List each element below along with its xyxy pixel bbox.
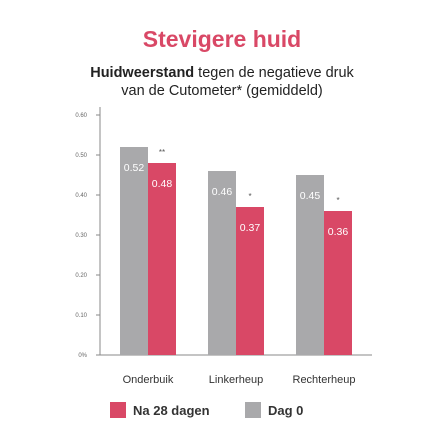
data-label: 0.37 (240, 222, 261, 234)
y-tick-label: 0.50 (75, 153, 87, 159)
subtitle-rest: tegen de negatieve druk (194, 65, 354, 81)
y-tick-label: 0.40 (75, 193, 87, 199)
subtitle-line-1: Huidweerstand tegen de negatieve druk (90, 65, 354, 81)
y-tick-label: 0% (78, 353, 87, 359)
subtitle-line-2: van de Cutometer* (gemiddeld) (121, 83, 323, 99)
x-tick-label: Rechterheup (293, 374, 356, 386)
bar-na-28-dagen (148, 163, 176, 355)
significance-marker: * (336, 196, 339, 205)
chart-subtitle: Huidweerstand tegen de negatieve druk va… (0, 64, 444, 100)
legend-label-dag-0: Dag 0 (268, 402, 304, 418)
chart-title: Stevigere huid (142, 26, 302, 52)
data-label: 0.36 (328, 226, 349, 238)
data-label: 0.46 (212, 186, 233, 198)
bar-dag-0 (120, 147, 148, 355)
subtitle-bold: Huidweerstand (90, 65, 195, 81)
legend-swatch-pink (110, 402, 126, 418)
legend-label-na-28-dagen: Na 28 dagen (133, 402, 210, 418)
y-tick-label: 0.20 (75, 273, 87, 279)
bar-na-28-dagen (324, 211, 352, 355)
legend-swatch-gray (245, 402, 261, 418)
bar-dag-0 (208, 171, 236, 355)
data-label: 0.48 (152, 178, 173, 190)
significance-marker: ** (159, 148, 165, 157)
legend-item-dag-0: Dag 0 (245, 401, 303, 419)
y-tick-label: 0.60 (75, 113, 87, 119)
bar-na-28-dagen (236, 207, 264, 355)
legend-item-na-28-dagen: Na 28 dagen (110, 401, 210, 419)
data-label: 0.45 (300, 190, 321, 202)
y-tick-label: 0.10 (75, 313, 87, 319)
x-tick-label: Onderbuik (123, 374, 174, 386)
x-tick-label: Linkerheup (209, 374, 263, 386)
bar-dag-0 (296, 175, 324, 355)
significance-marker: * (248, 192, 251, 201)
y-tick-label: 0.30 (75, 233, 87, 239)
data-label: 0.52 (124, 162, 145, 174)
